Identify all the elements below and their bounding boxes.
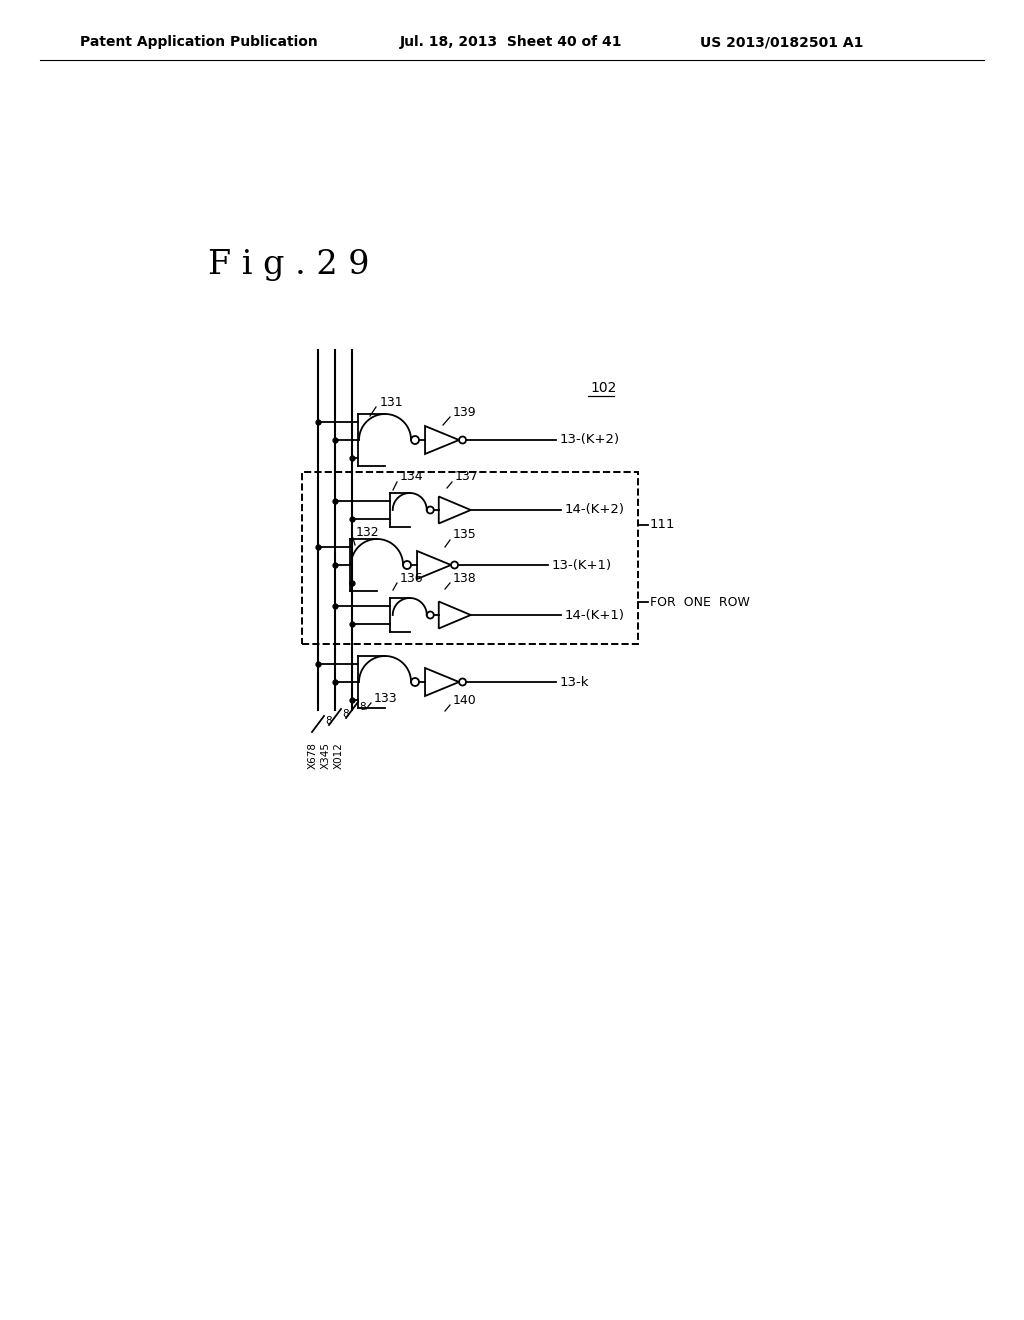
Text: 13-(K+1): 13-(K+1) xyxy=(552,558,612,572)
Text: 13-(K+2): 13-(K+2) xyxy=(560,433,621,446)
Text: 8: 8 xyxy=(342,709,348,719)
Text: 136: 136 xyxy=(400,572,424,585)
Text: 134: 134 xyxy=(400,470,424,483)
Text: 139: 139 xyxy=(453,405,476,418)
Text: 138: 138 xyxy=(453,572,477,585)
Text: X345: X345 xyxy=(321,742,331,770)
Text: 135: 135 xyxy=(453,528,477,541)
Text: Patent Application Publication: Patent Application Publication xyxy=(80,36,317,49)
Text: 13-k: 13-k xyxy=(560,676,590,689)
Text: US 2013/0182501 A1: US 2013/0182501 A1 xyxy=(700,36,863,49)
Text: 131: 131 xyxy=(380,396,403,408)
Text: F i g . 2 9: F i g . 2 9 xyxy=(208,249,370,281)
Text: FOR  ONE  ROW: FOR ONE ROW xyxy=(650,595,750,609)
Text: 8: 8 xyxy=(359,702,366,711)
Text: 140: 140 xyxy=(453,693,477,706)
Text: 111: 111 xyxy=(650,519,676,532)
Text: 14-(K+1): 14-(K+1) xyxy=(565,609,625,622)
Text: Jul. 18, 2013  Sheet 40 of 41: Jul. 18, 2013 Sheet 40 of 41 xyxy=(400,36,623,49)
Text: 8: 8 xyxy=(325,715,332,726)
Text: X012: X012 xyxy=(334,742,344,768)
Text: 137: 137 xyxy=(455,470,479,483)
Text: 132: 132 xyxy=(356,527,380,540)
Text: 14-(K+2): 14-(K+2) xyxy=(565,503,625,516)
Text: 133: 133 xyxy=(374,692,397,705)
Text: 102: 102 xyxy=(590,381,616,395)
Bar xyxy=(302,473,638,644)
Text: X678: X678 xyxy=(308,742,318,770)
